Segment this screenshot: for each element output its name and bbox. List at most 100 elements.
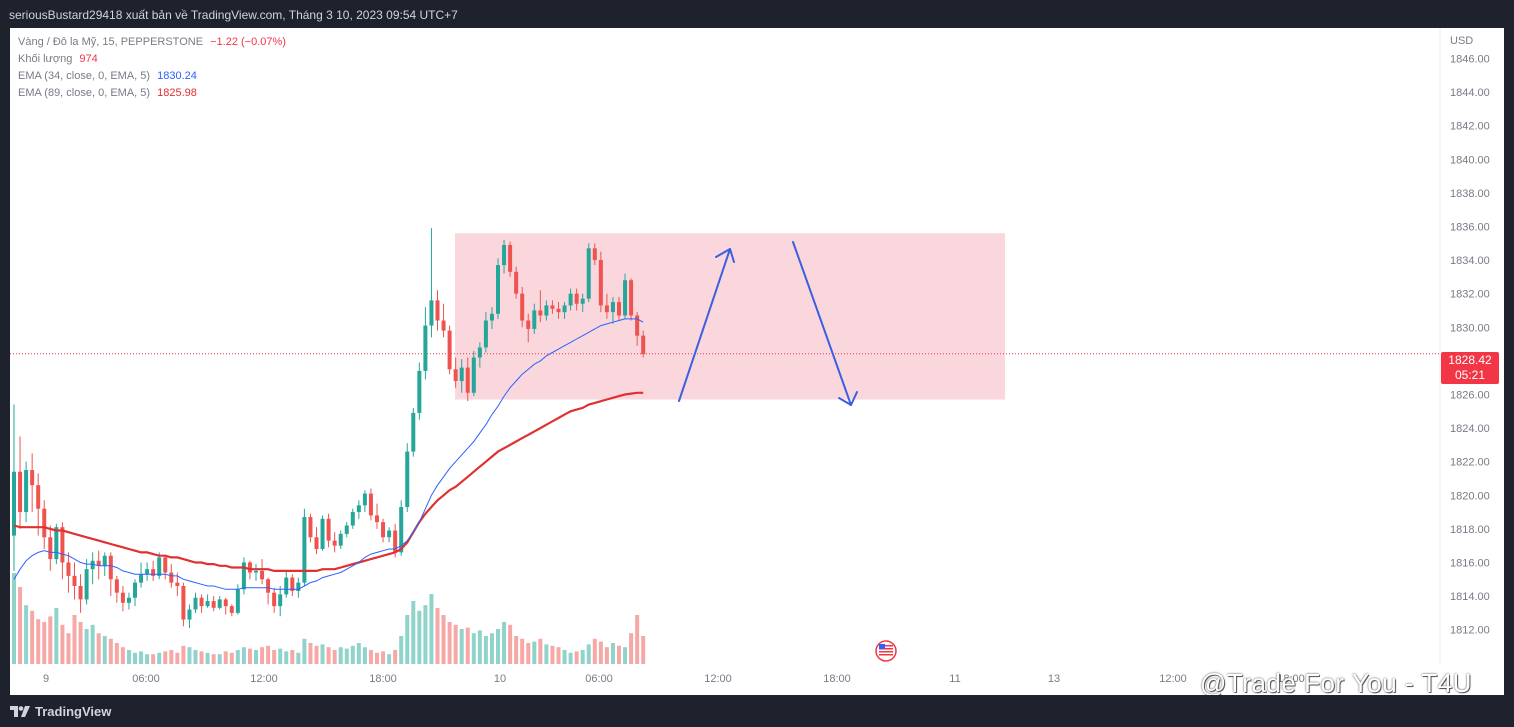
candle-body <box>187 609 192 620</box>
volume-bar <box>247 648 252 664</box>
current-price-label: 1828.42 05:21 <box>1441 352 1499 384</box>
candle <box>447 325 452 375</box>
ema34-label: EMA (34, close, 0, EMA, 5) <box>18 70 151 82</box>
candle <box>223 597 228 615</box>
volume-bar <box>157 652 162 664</box>
flag-stripe <box>879 648 893 650</box>
candle <box>496 258 500 319</box>
flag-stripe <box>879 651 893 653</box>
candle <box>586 243 591 303</box>
volume-bar <box>399 636 404 664</box>
volume-bar <box>477 630 482 664</box>
candle <box>429 228 434 338</box>
volume-bar <box>405 615 410 664</box>
volume-bar <box>36 619 41 664</box>
price-tick-label: 1846.00 <box>1450 53 1490 65</box>
volume-bar <box>320 644 325 664</box>
candle <box>18 436 23 529</box>
candle-body <box>399 507 404 553</box>
candle <box>320 515 325 551</box>
volume-bar <box>544 644 549 664</box>
candle <box>477 342 482 368</box>
candle <box>211 596 216 612</box>
volume-bar <box>332 650 337 664</box>
candle <box>229 604 234 617</box>
time-tick-label: 06:00 <box>132 673 160 685</box>
volume-bar <box>102 636 107 664</box>
up-arrow-shaft <box>678 248 731 402</box>
legend-ema34-row[interactable]: EMA (34, close, 0, EMA, 5) 1830.24 <box>18 68 286 85</box>
volume-bar <box>145 654 150 664</box>
legend-ema89-row[interactable]: EMA (89, close, 0, EMA, 5) 1825.98 <box>18 85 286 102</box>
candle-body <box>284 577 289 595</box>
candle <box>66 552 71 593</box>
candle-body <box>496 265 500 314</box>
candle-body <box>477 347 482 358</box>
publish-header: seriousBustard29418 xuất bản về TradingV… <box>0 0 1514 28</box>
price-tick-label: 1832.00 <box>1450 289 1490 301</box>
candle <box>538 290 543 323</box>
candle-body <box>344 525 349 534</box>
volume-bar <box>453 624 458 664</box>
candle <box>72 562 77 600</box>
time-tick-label: 12:00 <box>704 673 732 685</box>
candle <box>489 307 494 329</box>
candle-body <box>405 451 410 508</box>
candle <box>604 293 609 319</box>
candle <box>217 596 222 610</box>
volume-bar <box>30 610 35 664</box>
candle-body <box>193 597 198 610</box>
candle-body <box>550 305 555 309</box>
candle-body <box>483 320 488 348</box>
candle-body <box>60 527 65 563</box>
candle-body <box>435 300 440 321</box>
legend-symbol-row[interactable]: Vàng / Đô la Mỹ, 15, PEPPERSTONE −1.22 (… <box>18 34 286 51</box>
price-tick-label: 1822.00 <box>1450 457 1490 469</box>
candle-body <box>36 485 41 509</box>
volume-bar <box>151 654 156 664</box>
publish-text: seriousBustard29418 xuất bản về TradingV… <box>9 8 458 22</box>
candle <box>471 350 476 397</box>
candle <box>120 585 125 612</box>
volume-bar <box>598 641 603 664</box>
candle-body <box>223 599 228 607</box>
candle <box>78 574 83 613</box>
candlestick-chart[interactable]: USD 1846.00 1844.00 1842.00 1840.00 1838.00 18… <box>0 0 1514 695</box>
candle <box>453 357 458 388</box>
candle-countdown: 05:21 <box>1454 368 1486 382</box>
volume-bar <box>393 650 398 664</box>
candle-body <box>338 533 343 546</box>
candle-body <box>48 537 53 560</box>
legend-volume-row[interactable]: Khối lượng 974 <box>18 51 286 68</box>
candle-body <box>181 585 186 620</box>
candle <box>296 577 301 598</box>
candle-body <box>278 594 283 607</box>
volume-bar <box>641 636 646 664</box>
volume-bar <box>205 652 210 664</box>
time-tick-label: 10 <box>494 673 506 685</box>
candle <box>133 579 137 607</box>
candle-body <box>139 574 144 583</box>
candle-body <box>465 367 470 393</box>
candle <box>84 559 89 605</box>
volume-bar <box>520 638 525 664</box>
volume-bar <box>66 633 71 664</box>
candle-body <box>151 569 156 576</box>
candle-body <box>526 320 531 329</box>
candle <box>199 594 204 613</box>
volume-bar <box>60 624 65 664</box>
candle-body <box>368 493 373 516</box>
candle-body <box>96 560 101 566</box>
candle <box>102 552 107 576</box>
tradingview-logo[interactable]: TradingView <box>10 704 111 719</box>
volume-bar <box>514 636 519 664</box>
price-tick-label: 1836.00 <box>1450 221 1490 233</box>
candle-body <box>568 293 573 306</box>
price-tick-label: 1816.00 <box>1450 557 1490 569</box>
time-tick-label: 18:00 <box>1277 673 1305 685</box>
volume-bar <box>617 645 621 664</box>
candle <box>387 527 392 543</box>
candle-body <box>320 518 325 550</box>
flag-canton <box>879 644 885 649</box>
volume-bar <box>586 644 591 664</box>
